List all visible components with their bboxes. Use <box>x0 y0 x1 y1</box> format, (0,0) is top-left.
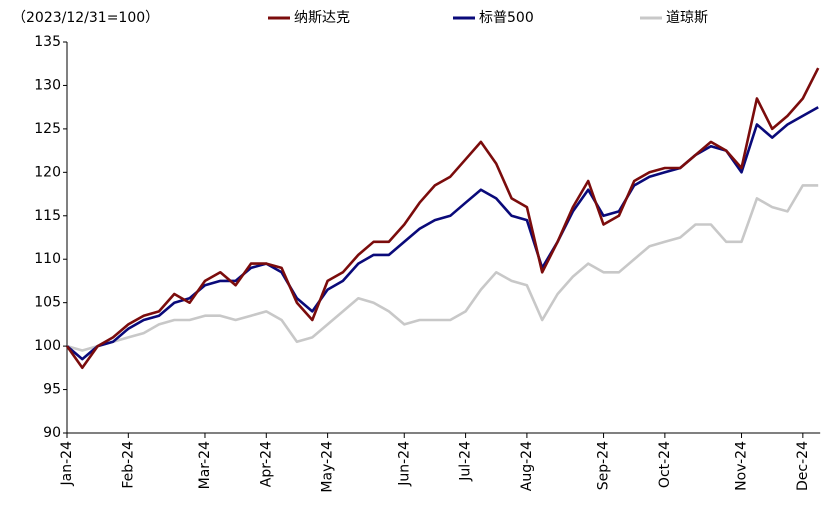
x-tick-label: Oct-24 <box>657 441 673 488</box>
x-tick-label: Aug-24 <box>519 441 535 491</box>
x-tick-label: Jan-24 <box>59 441 75 487</box>
chart-subtitle: （2023/12/31=100） <box>12 10 159 26</box>
y-tick-label: 110 <box>34 251 61 267</box>
x-tick-label: Jul-24 <box>458 441 474 482</box>
x-tick-label: Apr-24 <box>258 441 274 487</box>
x-tick-label: Feb-24 <box>120 441 136 489</box>
series-line <box>65 67 820 370</box>
x-tick-label: Nov-24 <box>734 441 750 491</box>
legend-label: 标普500 <box>479 10 534 26</box>
y-tick-label: 105 <box>34 295 61 311</box>
y-tick-label: 130 <box>34 77 61 93</box>
legend-label: 道琼斯 <box>666 10 708 26</box>
y-tick-label: 100 <box>34 338 61 354</box>
y-tick-label: 125 <box>34 121 61 137</box>
y-tick-label: 95 <box>43 382 61 398</box>
y-tick-label: 115 <box>34 208 61 224</box>
legend-label: 纳斯达克 <box>294 10 350 26</box>
y-tick-label: 90 <box>43 425 61 441</box>
x-tick-label: Mar-24 <box>197 441 213 489</box>
y-tick-label: 120 <box>34 164 61 180</box>
x-tick-label: Jun-24 <box>396 441 412 487</box>
x-tick-label: Dec-24 <box>795 441 811 491</box>
y-tick-label: 135 <box>34 34 61 50</box>
x-tick-label: Sep-24 <box>596 441 612 490</box>
series-line <box>66 184 819 352</box>
x-tick-label: May-24 <box>320 441 336 493</box>
